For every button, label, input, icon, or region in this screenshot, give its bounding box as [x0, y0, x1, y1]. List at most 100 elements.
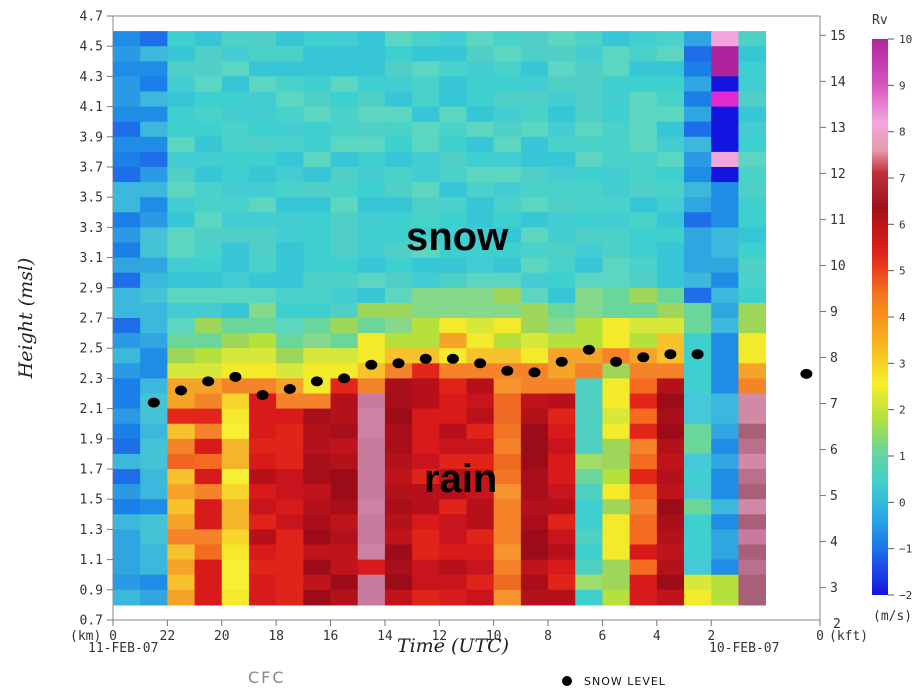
- heat-cell: [493, 453, 522, 470]
- heat-cell: [466, 529, 495, 546]
- heat-cell: [548, 212, 576, 228]
- legend-label: SNOW LEVEL: [584, 675, 666, 688]
- y-tick-label: 4.7: [80, 10, 103, 25]
- heat-cell: [248, 227, 277, 244]
- heat-cell: [248, 136, 277, 153]
- colorbar-tick-label: 7: [899, 172, 906, 185]
- heat-cell: [303, 453, 331, 470]
- heat-cell: [303, 363, 331, 379]
- heat-cell: [330, 408, 359, 425]
- heat-cell: [276, 318, 304, 334]
- heat-cell: [140, 559, 168, 576]
- heat-cell: [248, 559, 277, 576]
- heat-cell: [140, 76, 168, 93]
- heat-cell: [711, 31, 739, 47]
- heat-cell: [276, 197, 304, 213]
- heat-cell: [629, 514, 658, 530]
- heat-cell: [276, 61, 304, 77]
- heat-cell: [493, 393, 522, 410]
- heat-cell: [330, 272, 359, 289]
- heat-cell: [113, 348, 141, 364]
- heat-cell: [384, 136, 413, 153]
- heat-cell: [276, 408, 304, 425]
- heat-cell: [276, 91, 304, 108]
- heat-cell: [167, 318, 195, 334]
- heat-cell: [738, 408, 767, 425]
- heat-cell: [384, 408, 413, 425]
- heat-cell: [466, 453, 495, 470]
- heat-cell: [140, 106, 168, 123]
- heat-cell: [167, 121, 195, 138]
- snow-level-point: [474, 358, 487, 369]
- heat-cell: [276, 469, 304, 485]
- heat-cell: [167, 167, 195, 183]
- heat-cell: [602, 257, 631, 274]
- heat-cell: [493, 106, 522, 123]
- date-label-right: 10-FEB-07: [709, 641, 779, 656]
- heat-cell: [520, 348, 549, 364]
- heat-cell: [656, 302, 685, 319]
- colorbar-tick-label: 8: [899, 126, 906, 139]
- heat-cell: [629, 499, 658, 515]
- snow-level-point: [637, 352, 650, 363]
- heat-cell: [330, 121, 359, 138]
- heat-cell: [412, 469, 440, 485]
- heat-cell: [140, 227, 168, 244]
- heat-cell: [738, 484, 767, 500]
- heat-cell: [629, 559, 658, 576]
- heat-cell: [629, 438, 658, 455]
- heat-cell: [656, 408, 685, 425]
- heat-cell: [602, 302, 631, 319]
- heat-cell: [221, 423, 250, 440]
- heat-cell: [711, 197, 739, 213]
- heat-cell: [384, 378, 413, 395]
- heat-cell: [629, 589, 658, 606]
- heat-cell: [493, 272, 522, 289]
- heat-cell: [738, 76, 767, 93]
- heat-cell: [194, 333, 223, 349]
- heat-cell: [493, 574, 522, 591]
- heat-cell: [738, 333, 767, 349]
- heat-cell: [357, 544, 386, 561]
- heat-cell: [439, 242, 467, 259]
- heat-cell: [493, 212, 522, 228]
- y-right-tick-label: 10: [830, 259, 846, 274]
- heat-cell: [248, 514, 277, 530]
- heat-cell: [711, 589, 739, 606]
- heat-cell: [221, 544, 250, 561]
- legend-marker: [562, 676, 572, 686]
- heat-cell: [113, 167, 141, 183]
- heat-cell: [140, 363, 168, 379]
- heat-cell: [248, 529, 277, 546]
- heat-cell: [656, 76, 685, 93]
- heat-cell: [248, 318, 277, 334]
- snow-level-point: [501, 365, 514, 376]
- heat-cell: [548, 363, 576, 379]
- heat-cell: [548, 484, 576, 500]
- heat-cell: [412, 514, 440, 530]
- heat-cell: [357, 121, 386, 138]
- colorbar-tick-label: 3: [899, 357, 906, 370]
- heat-cell: [602, 469, 631, 485]
- heat-cell: [575, 393, 603, 410]
- heat-cell: [194, 423, 223, 440]
- heat-cell: [520, 393, 549, 410]
- heat-cell: [548, 544, 576, 561]
- heat-cell: [520, 91, 549, 108]
- heat-cell: [167, 544, 195, 561]
- heat-cell: [167, 227, 195, 244]
- heat-cell: [221, 393, 250, 410]
- heat-cell: [684, 257, 712, 274]
- heat-cell: [194, 121, 223, 138]
- heat-cell: [221, 514, 250, 530]
- heat-cell: [412, 76, 440, 93]
- heat-cell: [194, 287, 223, 304]
- heat-cell: [303, 76, 331, 93]
- y-tick-label: 4.1: [80, 100, 103, 115]
- heat-cell: [466, 514, 495, 530]
- heat-cell: [113, 514, 141, 530]
- heat-cell: [357, 484, 386, 500]
- heat-cell: [113, 106, 141, 123]
- snow-level-point: [691, 349, 704, 360]
